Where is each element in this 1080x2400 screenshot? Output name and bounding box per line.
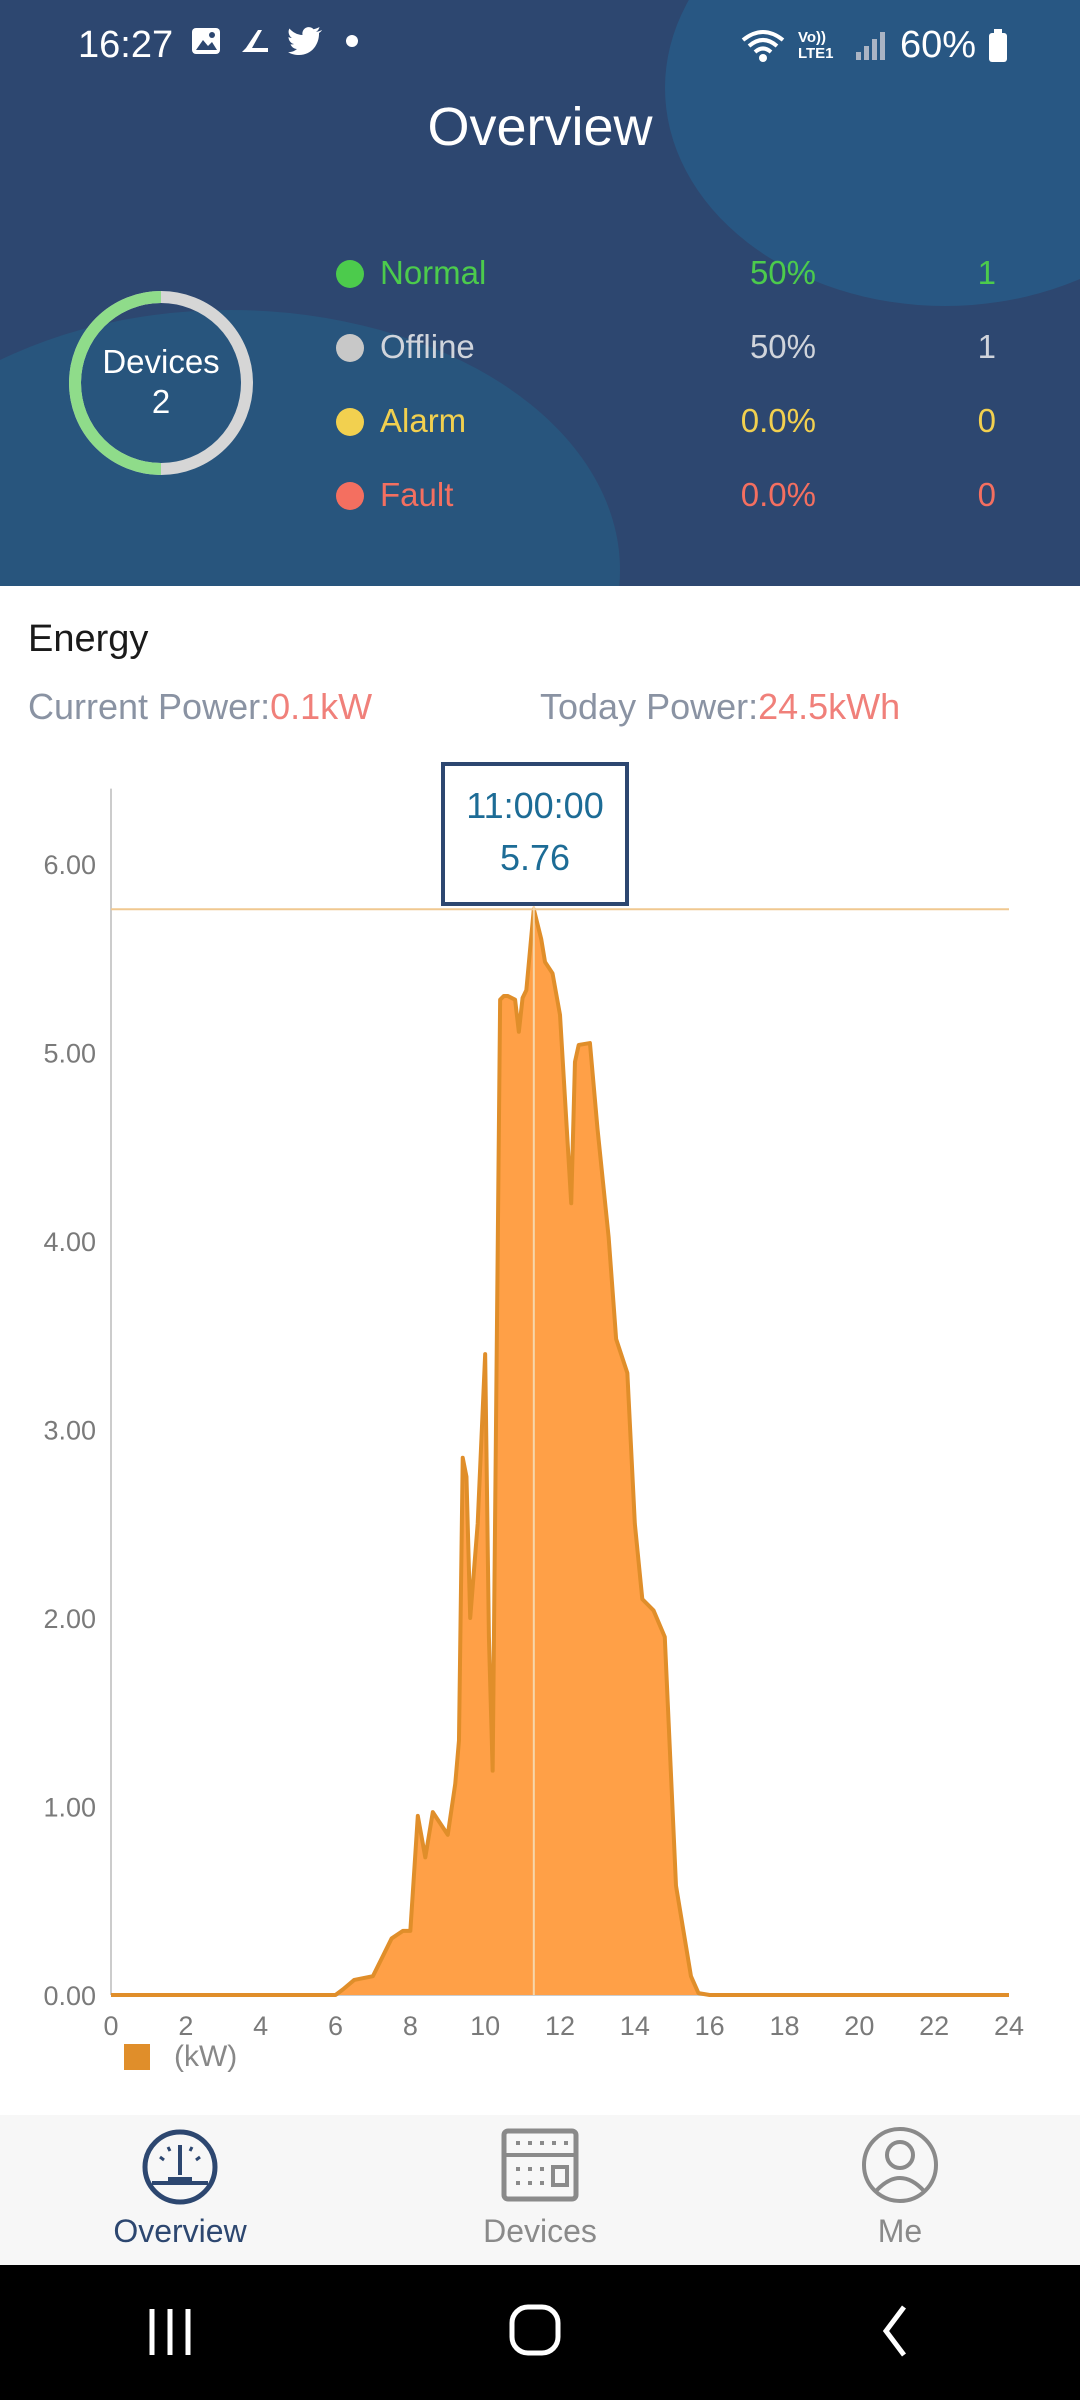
battery-percent: 60% bbox=[899, 24, 976, 66]
x-tick-label: 8 bbox=[403, 2011, 418, 2041]
legend-swatch bbox=[124, 2044, 150, 2070]
chart-tooltip: 11:00:00 5.76 bbox=[441, 762, 629, 906]
y-tick-label: 5.00 bbox=[43, 1039, 96, 1069]
x-tick-label: 18 bbox=[769, 2011, 799, 2041]
power-series-line bbox=[111, 907, 1009, 1997]
energy-section-title: Energy bbox=[28, 618, 149, 660]
devices-label: Devices bbox=[102, 343, 220, 380]
x-tick-label: 20 bbox=[844, 2011, 874, 2041]
x-tick-label: 12 bbox=[545, 2011, 575, 2041]
recents-icon bbox=[149, 2309, 191, 2355]
power-area-chart[interactable]: 0.001.002.003.004.005.006.000 2 4 6 8 10 12 14 1… bbox=[0, 740, 1080, 2060]
x-tick-label: 22 bbox=[919, 2011, 949, 2041]
power-area-fill bbox=[111, 909, 1009, 1995]
status-name: Fault bbox=[380, 476, 454, 513]
current-power-value: 0.1kW bbox=[270, 686, 373, 727]
status-count: 1 bbox=[977, 254, 996, 291]
alarm-dot-icon bbox=[336, 408, 364, 436]
x-tick-label: 16 bbox=[695, 2011, 725, 2041]
status-name: Normal bbox=[380, 254, 487, 291]
today-power-label: Today Power: bbox=[540, 686, 759, 727]
y-tick-label: 0.00 bbox=[43, 1981, 96, 2011]
today-power: Today Power:24.5kWh bbox=[540, 686, 900, 728]
nav-label: Me bbox=[877, 2213, 923, 2249]
x-tick-label: 6 bbox=[328, 2011, 343, 2041]
offline-dot-icon bbox=[336, 334, 364, 362]
status-percent: 0.0% bbox=[740, 476, 816, 513]
page-title: Overview bbox=[427, 97, 653, 157]
x-tick-label: 2 bbox=[178, 2011, 193, 2041]
home-button[interactable] bbox=[360, 2265, 720, 2400]
nav-me[interactable]: Me bbox=[720, 2115, 1080, 2265]
user-icon bbox=[862, 2127, 938, 2203]
fault-dot-icon bbox=[336, 482, 364, 510]
legend-label: (kW) bbox=[174, 2040, 238, 2073]
gallery-icon bbox=[192, 28, 220, 54]
status-percent: 50% bbox=[749, 254, 816, 291]
current-power: Current Power:0.1kW bbox=[28, 686, 372, 728]
status-row-fault: Fault 0.0% 0 bbox=[336, 470, 1026, 520]
donut-normal-arc bbox=[69, 291, 162, 475]
y-tick-label: 3.00 bbox=[43, 1416, 96, 1446]
status-count: 1 bbox=[977, 328, 996, 365]
gauge-icon bbox=[142, 2129, 218, 2205]
system-navigation-bar bbox=[0, 2265, 1080, 2400]
overview-header: 16:27 Vo)) LTE1 60% Overview Devices 2 N… bbox=[0, 0, 1080, 586]
nav-label: Overview bbox=[113, 2213, 247, 2249]
status-percent: 50% bbox=[749, 328, 816, 365]
network-label: Vo)) LTE1 bbox=[797, 28, 834, 62]
chart-legend[interactable]: (kW) bbox=[124, 2040, 237, 2074]
devices-donut-chart bbox=[69, 291, 253, 475]
status-percent: 0.0% bbox=[740, 402, 816, 439]
signal-icon bbox=[855, 31, 885, 60]
back-icon bbox=[882, 2305, 906, 2357]
tooltip-time: 11:00:00 bbox=[466, 785, 604, 826]
devices-count: 2 bbox=[151, 383, 171, 420]
y-tick-label: 4.00 bbox=[43, 1227, 96, 1257]
status-row-alarm: Alarm 0.0% 0 bbox=[336, 396, 1026, 446]
battery-icon bbox=[989, 28, 1007, 62]
today-power-value: 24.5kWh bbox=[758, 686, 901, 727]
nav-label: Devices bbox=[483, 2213, 597, 2249]
x-tick-label: 4 bbox=[253, 2011, 268, 2041]
current-power-label: Current Power: bbox=[28, 686, 271, 727]
y-tick-label: 6.00 bbox=[43, 850, 96, 880]
bottom-navigation: Overview Devices Me bbox=[0, 2115, 1080, 2265]
normal-dot-icon bbox=[336, 260, 364, 288]
home-icon bbox=[509, 2304, 561, 2356]
nav-overview[interactable]: Overview bbox=[0, 2115, 360, 2265]
status-row-normal: Normal 50% 1 bbox=[336, 248, 1026, 298]
y-tick-label: 1.00 bbox=[43, 1793, 96, 1823]
status-name: Offline bbox=[380, 328, 475, 365]
x-tick-label: 10 bbox=[470, 2011, 500, 2041]
wifi-icon bbox=[741, 29, 785, 62]
device-icon bbox=[501, 2128, 579, 2202]
back-button[interactable] bbox=[720, 2265, 1080, 2400]
tooltip-value: 5.76 bbox=[499, 837, 571, 878]
devices-summary: Devices 2 bbox=[66, 342, 256, 422]
recents-button[interactable] bbox=[0, 2265, 360, 2400]
y-tick-label: 2.00 bbox=[43, 1604, 96, 1634]
status-count: 0 bbox=[977, 402, 996, 439]
nav-devices[interactable]: Devices bbox=[360, 2115, 720, 2265]
x-tick-label: 14 bbox=[620, 2011, 650, 2041]
dot-icon bbox=[346, 35, 358, 47]
app-icon bbox=[242, 30, 268, 52]
status-time: 16:27 bbox=[78, 24, 174, 66]
x-tick-label: 0 bbox=[103, 2011, 118, 2041]
status-bar: 16:27 Vo)) LTE1 60% bbox=[0, 0, 1080, 92]
status-count: 0 bbox=[977, 476, 996, 513]
status-name: Alarm bbox=[380, 402, 467, 439]
status-row-offline: Offline 50% 1 bbox=[336, 322, 1026, 372]
x-tick-label: 24 bbox=[994, 2011, 1024, 2041]
twitter-icon bbox=[288, 27, 322, 55]
